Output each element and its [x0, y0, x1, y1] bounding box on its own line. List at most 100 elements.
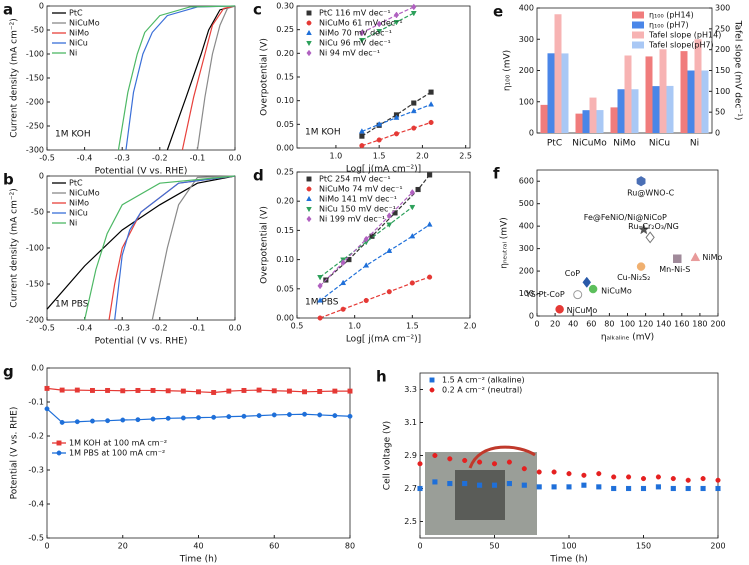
marker	[566, 484, 572, 490]
marker	[432, 452, 438, 459]
y-tick-label: -250	[26, 122, 44, 131]
marker	[376, 137, 382, 143]
series-line	[46, 175, 236, 310]
marker	[626, 474, 632, 480]
y-tick-label: 0.00	[276, 144, 294, 153]
marker	[670, 476, 676, 482]
y-tick-label: -100	[26, 50, 44, 59]
bar	[652, 86, 660, 133]
marker	[317, 275, 324, 281]
marker	[506, 481, 512, 487]
marker	[410, 11, 417, 17]
legend-label: 0.2 A cm⁻² (neutral)	[442, 386, 522, 395]
marker	[286, 412, 292, 418]
y-tick-label: 0	[529, 129, 534, 138]
bar	[610, 107, 618, 133]
y-axis-label: Current density (mA cm⁻²)	[10, 18, 20, 137]
point-label: NiCuMo	[567, 306, 598, 315]
marker	[673, 254, 682, 263]
marker	[105, 387, 111, 393]
annotation: 1M KOH	[55, 130, 91, 140]
marker	[150, 416, 156, 422]
legend-label: η₁₀₀ (pH7)	[649, 21, 689, 30]
y-tick-label: 2.9	[404, 451, 417, 460]
annotation: 1M PBS	[55, 300, 89, 310]
marker	[271, 412, 277, 418]
bar	[631, 89, 639, 133]
marker	[655, 484, 661, 490]
legend-marker	[306, 195, 312, 202]
marker	[386, 289, 392, 295]
x-tick-label: 0.0	[229, 154, 242, 163]
x-tick-label: 180	[692, 320, 707, 329]
x-tick-label: -0.1	[190, 324, 206, 333]
x-tick-label: 20	[118, 542, 128, 551]
point-label: NiMo	[702, 253, 722, 262]
marker	[165, 415, 171, 421]
bar	[540, 104, 548, 133]
x-tick-label: 150	[636, 542, 651, 551]
marker	[386, 212, 392, 220]
marker	[302, 411, 307, 417]
marker	[358, 128, 365, 134]
marker	[74, 419, 80, 425]
panel-label: b	[3, 171, 14, 189]
legend-swatch	[632, 31, 644, 39]
marker	[363, 262, 370, 268]
series-line	[166, 5, 236, 151]
legend-label: 1.5 A cm⁻² (alkaline)	[442, 376, 525, 385]
x-tick-label: PtC	[547, 139, 562, 149]
marker	[241, 413, 247, 419]
bar	[582, 110, 590, 133]
marker	[135, 387, 141, 393]
marker	[363, 297, 369, 304]
y-tick-label: 2.5	[404, 517, 417, 526]
point-label: Mn-Ni-S	[659, 265, 690, 274]
x-tick-label: NiCuMo	[572, 139, 607, 149]
bar	[547, 53, 555, 133]
x-tick-label: 20	[550, 320, 560, 329]
legend-label: NiCu	[69, 209, 88, 218]
marker	[447, 481, 453, 487]
marker	[359, 143, 365, 149]
y2-tick-label: 100	[715, 87, 730, 96]
marker	[685, 477, 691, 483]
marker	[376, 20, 382, 28]
panel-label: a	[3, 1, 13, 19]
marker	[426, 221, 433, 227]
x-tick-label: 1.0	[330, 152, 343, 161]
x-tick-label: -0.1	[190, 154, 206, 163]
y2-tick-label: 0	[715, 129, 720, 138]
y-tick-label: 0.05	[276, 120, 294, 129]
x-axis-label: Time (h)	[179, 555, 218, 565]
marker	[566, 471, 572, 477]
x-axis-label: Potential (V vs. RHE)	[95, 337, 188, 347]
y-axis-label: η₁₀₀ (mV)	[503, 50, 513, 91]
point-label: Cu-Ni₂S₂	[617, 273, 650, 282]
x-axis-label: Log[ j(mA cm⁻²)]	[346, 335, 421, 345]
marker	[317, 315, 323, 321]
marker	[611, 485, 617, 492]
x-tick-label: 80	[345, 542, 355, 551]
marker	[340, 259, 346, 266]
marker	[180, 415, 186, 421]
y2-tick-label: 200	[715, 45, 730, 54]
bar	[596, 110, 604, 133]
y-tick-label: -150	[26, 74, 44, 83]
panel-label: f	[493, 165, 500, 183]
bar	[680, 51, 688, 133]
legend-marker	[56, 440, 62, 446]
x-tick-label: NiCu	[649, 139, 670, 149]
marker	[555, 305, 564, 314]
marker	[286, 388, 292, 394]
marker	[44, 385, 50, 391]
marker	[700, 485, 706, 492]
marker	[59, 387, 65, 393]
legend-marker	[306, 20, 312, 26]
y-tick-label: -100	[26, 244, 44, 253]
marker	[90, 387, 95, 393]
marker	[359, 133, 365, 139]
x-tick-label: 0	[534, 320, 539, 329]
marker	[386, 222, 393, 228]
y-tick-label: 3.3	[404, 385, 417, 394]
